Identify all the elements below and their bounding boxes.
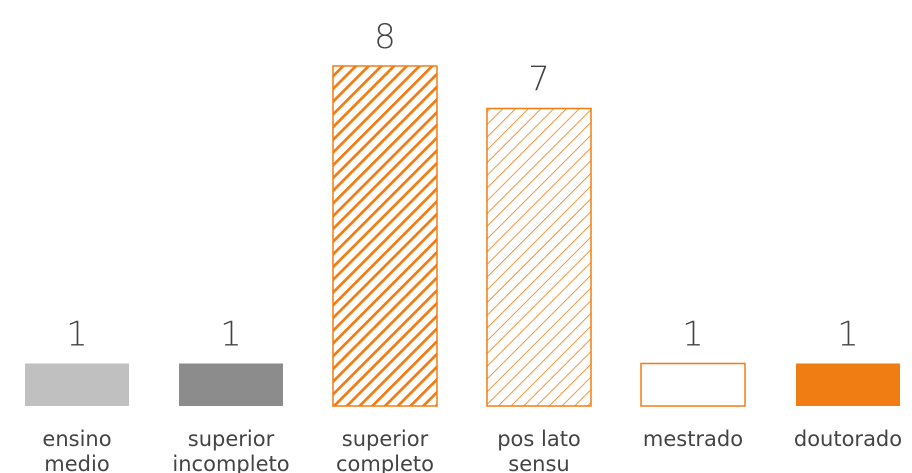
bar-superior-completo bbox=[332, 65, 438, 407]
category-label-line: medio bbox=[44, 452, 109, 473]
bar-mestrado bbox=[640, 362, 746, 407]
value-label-pos-lato-sensu: 7 bbox=[528, 60, 550, 100]
value-label-ensino-medio: 1 bbox=[66, 315, 88, 355]
category-label-superior-incompleto: superior incompleto bbox=[172, 427, 289, 473]
value-label-superior-completo: 8 bbox=[374, 17, 396, 57]
category-label-line: pos lato bbox=[497, 427, 581, 451]
category-label-line: completo bbox=[336, 452, 434, 473]
category-label-doutorado: doutorado bbox=[794, 427, 902, 451]
bar-ensino-medio bbox=[25, 363, 129, 406]
category-label-line: superior bbox=[342, 427, 429, 451]
value-label-superior-incompleto: 1 bbox=[220, 315, 242, 355]
category-label-line: doutorado bbox=[794, 427, 902, 451]
bar-superior-incompleto bbox=[179, 363, 283, 406]
value-label-doutorado: 1 bbox=[837, 315, 859, 355]
bar-doutorado bbox=[796, 363, 900, 406]
category-label-line: incompleto bbox=[172, 452, 289, 473]
category-label-line: ensino bbox=[42, 427, 111, 451]
category-label-ensino-medio: ensino medio bbox=[42, 427, 111, 473]
bars-group bbox=[25, 65, 900, 407]
category-label-line: superior bbox=[188, 427, 275, 451]
category-label-mestrado: mestrado bbox=[643, 427, 743, 451]
category-label-line: sensu bbox=[508, 452, 569, 473]
category-label-superior-completo: superior completo bbox=[336, 427, 434, 473]
value-label-mestrado: 1 bbox=[682, 315, 704, 355]
value-labels-group: 1 1 8 7 1 1 bbox=[66, 17, 859, 355]
category-label-pos-lato-sensu: pos lato sensu bbox=[497, 427, 581, 473]
bar-pos-lato-sensu bbox=[486, 107, 592, 407]
category-label-line: mestrado bbox=[643, 427, 743, 451]
